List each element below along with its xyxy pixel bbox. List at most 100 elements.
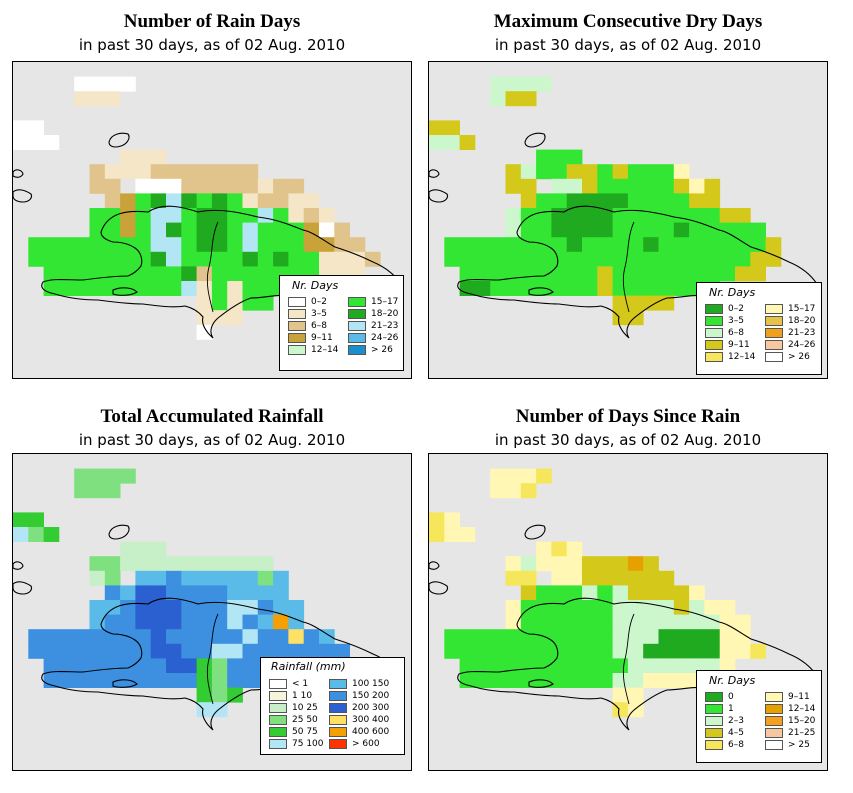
legend-entry: 9–11 — [765, 691, 810, 702]
grid-cell — [28, 251, 44, 267]
legend-entry: 12–14 — [288, 344, 338, 355]
grid-cell — [551, 673, 568, 688]
grid-cell — [242, 237, 259, 253]
legend-swatch — [288, 308, 306, 319]
grid-cell — [211, 266, 228, 282]
grid-cell — [536, 614, 552, 630]
grid-cell — [211, 673, 228, 688]
grid-cell — [673, 643, 690, 659]
grid-cell — [303, 643, 320, 659]
grid-cell — [551, 614, 568, 630]
grid-cell — [227, 673, 243, 688]
legend-label: 9–11 — [788, 691, 810, 702]
grid-cell — [120, 614, 136, 630]
coastline — [13, 581, 33, 595]
grid-cell — [89, 251, 106, 267]
grid-cell — [28, 120, 44, 136]
grid-cell — [673, 614, 690, 630]
grid-cell — [288, 178, 305, 194]
grid-cell — [181, 193, 197, 209]
grid-cell — [242, 556, 259, 572]
grid-cell — [181, 281, 197, 296]
grid-cell — [597, 178, 613, 194]
legend-entry: 1 — [705, 703, 734, 714]
grid-cell — [242, 193, 259, 209]
grid-cell — [166, 251, 182, 267]
grid-cell — [181, 237, 197, 253]
grid-cell — [135, 556, 152, 572]
legend-entry: 24–26 — [765, 339, 815, 350]
legend-entry: 0–2 — [705, 303, 744, 314]
grid-cell — [104, 643, 121, 659]
grid-cell — [257, 585, 274, 601]
grid-cell — [536, 266, 552, 282]
grid-cell — [150, 237, 167, 253]
grid-cell — [597, 600, 613, 615]
grid-cell — [536, 251, 552, 267]
grid-cell — [43, 643, 60, 659]
legend-label: 18–20 — [371, 308, 399, 319]
grid-cell — [612, 629, 629, 645]
grid-cell — [257, 237, 274, 253]
grid-cell — [459, 527, 476, 542]
grid-cell — [505, 178, 522, 194]
grid-cell — [135, 673, 152, 688]
grid-cell — [520, 643, 537, 659]
grid-cell — [120, 643, 136, 659]
grid-cell — [150, 600, 167, 615]
grid-cell — [150, 643, 167, 659]
legend-label: 9–11 — [728, 339, 750, 350]
grid-cell — [627, 673, 644, 688]
grid-cell — [104, 164, 121, 180]
grid-cell — [242, 281, 259, 296]
grid-cell — [490, 266, 506, 282]
grid-cell — [597, 208, 613, 223]
grid-cell — [58, 673, 75, 688]
grid-cell — [181, 556, 197, 572]
grid-cell — [257, 281, 274, 296]
grid-cell — [597, 614, 613, 630]
grid-cell — [196, 193, 213, 209]
grid-cell — [627, 687, 644, 703]
grid-cell — [520, 585, 537, 601]
grid-cell — [597, 193, 613, 209]
legend-label: 400 600 — [352, 726, 390, 737]
grid-cell — [242, 673, 259, 688]
grid-cell — [582, 658, 598, 674]
grid-cell — [612, 585, 629, 601]
grid-cell — [520, 178, 537, 194]
legend-label: 0 — [728, 691, 734, 702]
legend-entry: 21–23 — [348, 320, 398, 331]
grid-cell — [150, 673, 167, 688]
coastline-layer — [13, 132, 403, 339]
grid-cell — [28, 512, 44, 528]
grid-cell — [166, 585, 182, 601]
grid-cell — [719, 251, 736, 267]
grid-cell — [104, 281, 121, 296]
legend-title: Nr. Days — [709, 286, 756, 299]
grid-cell — [89, 468, 106, 484]
grid-cell — [658, 164, 675, 180]
grid-cell — [196, 556, 213, 572]
grid-cell — [273, 237, 289, 253]
grid-cell — [474, 281, 491, 296]
legend-swatch — [348, 332, 366, 343]
grid-cell — [490, 629, 506, 645]
grid-cell — [551, 658, 568, 674]
grid-cell — [520, 251, 537, 267]
grid-cell — [719, 237, 736, 253]
legend-label: 6–8 — [728, 327, 744, 338]
grid-cell — [551, 585, 568, 601]
grid-cell — [643, 193, 659, 209]
grid-layer — [13, 76, 381, 340]
legend-entry: 24–26 — [348, 332, 398, 343]
grid-cell — [196, 570, 213, 586]
coastline — [528, 287, 554, 296]
legend-label: 12–14 — [728, 351, 756, 362]
grid-cell — [104, 178, 121, 194]
grid-cell — [505, 629, 522, 645]
grid-cell — [689, 266, 705, 282]
grid-cell — [627, 281, 644, 296]
grid-cell — [658, 266, 675, 282]
legend-entry: 6–8 — [705, 327, 744, 338]
